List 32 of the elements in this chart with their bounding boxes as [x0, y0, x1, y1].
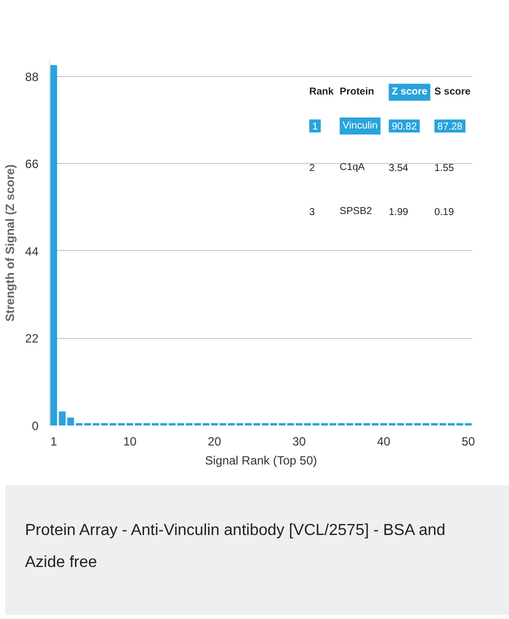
bar — [58, 411, 66, 426]
annotation: 3.54 — [388, 163, 409, 174]
y-tick-label: 66 — [25, 157, 39, 172]
annotation: C1qA — [340, 162, 366, 174]
annotation: Rank — [309, 86, 334, 98]
annotation: S score — [434, 86, 471, 98]
y-axis-title: Strength of Signal (Z score) — [3, 164, 18, 322]
x-tick-label: 10 — [123, 434, 137, 448]
y-tick-label: 88 — [25, 70, 39, 84]
text: Protein Array - Anti-Vinculin antibody [VCL/2575] - BSA and Azide free — [25, 521, 446, 573]
annotation: 1 — [312, 121, 318, 132]
annotation: 1.99 — [388, 206, 409, 218]
y-tick-label: 44 — [25, 244, 39, 258]
annotation: 0.19 — [434, 206, 454, 218]
annotation: 90.82 — [392, 121, 418, 132]
y-tick-label: 0 — [32, 419, 39, 433]
x-tick-label: 1 — [50, 434, 58, 448]
annotation: 3 — [309, 206, 316, 218]
annotation: Protein — [340, 86, 374, 98]
x-axis-title: Signal Rank (Top 50) — [204, 454, 318, 468]
x-tick-label: 30 — [292, 434, 306, 448]
annotation: SPSB2 — [340, 206, 372, 217]
x-tick-label: 50 — [462, 434, 476, 448]
x-tick-label: 40 — [376, 434, 391, 448]
annotation: Z score — [392, 86, 428, 98]
annotation: 1.55 — [434, 163, 454, 174]
annotation: 87.28 — [437, 121, 463, 132]
y-tick-label: 22 — [25, 332, 39, 346]
x-tick-label: 20 — [208, 434, 222, 448]
bar — [50, 65, 58, 426]
annotation: 2 — [309, 163, 316, 174]
annotation: Vinculin — [342, 120, 378, 132]
